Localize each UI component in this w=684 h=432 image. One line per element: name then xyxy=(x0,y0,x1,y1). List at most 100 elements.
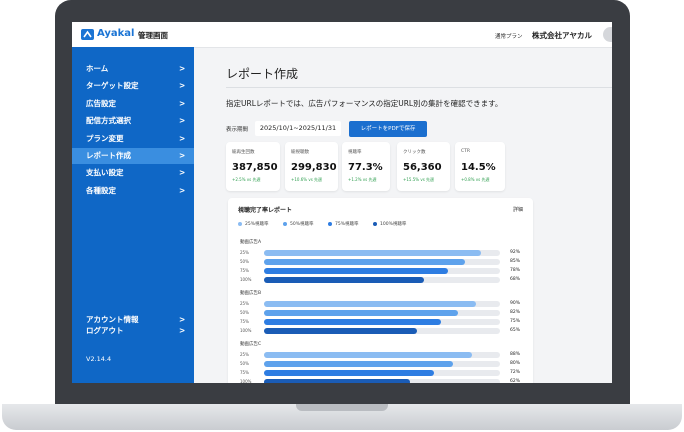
kpi-change: +1.2% vs 先週 xyxy=(348,177,377,182)
kpi-label: クリック数 xyxy=(403,150,426,155)
kpi-card: クリック数 56,360 +15.5% vs 先週 xyxy=(397,142,450,191)
legend-label: 75%視聴率 xyxy=(335,222,359,227)
menu-arrow: > xyxy=(179,64,186,73)
pdf-button[interactable]: レポートをPDFで保存 xyxy=(349,121,427,137)
menu-item[interactable]: プラン変更 > xyxy=(72,131,194,147)
company: 株式会社アヤカル xyxy=(532,31,592,40)
row-label: 75% xyxy=(240,267,249,273)
row-label: 25% xyxy=(240,300,249,306)
kpi-value: 56,360 xyxy=(403,162,442,173)
report-link[interactable]: 詳細 xyxy=(512,207,523,213)
menu-arrow: > xyxy=(179,81,186,91)
menu-arrow: > xyxy=(179,98,186,108)
period-label: 表示期間 xyxy=(226,127,249,133)
group-label: 動画広告A xyxy=(240,240,262,245)
menu-arrow: > xyxy=(179,116,186,126)
kpi-value: 387,850 xyxy=(232,162,278,173)
menu-arrow: > xyxy=(179,315,186,324)
row-label: 50% xyxy=(240,309,249,315)
value-label: 82% xyxy=(510,309,521,315)
menu-label: ターゲット設定 xyxy=(86,81,139,91)
legend-label: 25%視聴率 xyxy=(245,222,269,227)
menu-label: アカウント情報 xyxy=(86,315,139,324)
logo[interactable]: Ayakal xyxy=(97,28,135,39)
divider xyxy=(226,87,612,88)
bar xyxy=(264,361,453,367)
bar xyxy=(264,277,425,283)
menu-arrow: > xyxy=(179,168,186,178)
kpi-change: +15.5% vs 先週 xyxy=(403,177,435,182)
sidebar: V2.14.4 ホーム > ターゲット設定 > 広告設定 > 配信方式選択 > プラン変更 > レポ… xyxy=(72,47,194,383)
legend-swatch xyxy=(283,222,287,226)
description: 指定URLレポートでは、広告パフォーマンスの指定URL別の集計を確認できます。 xyxy=(226,99,503,108)
menu-item[interactable]: ログアウト > xyxy=(72,323,194,339)
row-label: 100% xyxy=(240,327,252,333)
menu-label: レポート作成 xyxy=(86,151,131,160)
menu-item[interactable]: 支払い設定 > xyxy=(72,165,194,181)
kpi-label: 総再生回数 xyxy=(232,150,255,155)
bar xyxy=(264,310,458,316)
kpi-label: 総視聴数 xyxy=(291,150,309,155)
value-label: 78% xyxy=(510,267,521,273)
main: レポート作成 指定URLレポートでは、広告パフォーマンスの指定URL別の集計を確… xyxy=(194,47,612,383)
logo-icon xyxy=(81,29,94,40)
screen: Ayakal 管理画面 通常プラン 株式会社アヤカル V2.14.4 ホーム > タ… xyxy=(72,22,612,383)
report-title: 視聴完了率レポート xyxy=(238,207,293,214)
header: Ayakal 管理画面 通常プラン 株式会社アヤカル xyxy=(72,22,612,48)
legend-label: 100%視聴率 xyxy=(380,222,407,227)
value-label: 62% xyxy=(510,378,521,384)
value-label: 85% xyxy=(510,258,521,264)
plan: 通常プラン xyxy=(495,34,523,40)
row-label: 25% xyxy=(240,249,249,255)
value-label: 65% xyxy=(510,327,521,333)
bar xyxy=(264,259,465,265)
value-label: 72% xyxy=(510,369,521,375)
menu-item[interactable]: ターゲット設定 > xyxy=(72,78,194,94)
bar xyxy=(264,319,441,325)
kpi-card: CTR 14.5% +0.8% vs 先週 xyxy=(455,142,505,191)
kpi-change: +2.5% vs 先週 xyxy=(232,177,261,182)
menu-item[interactable]: 広告設定 > xyxy=(72,96,194,112)
menu-label: 支払い設定 xyxy=(86,168,124,178)
value-label: 80% xyxy=(510,360,521,366)
kpi-label: CTR xyxy=(461,149,471,154)
menu-label: ホーム xyxy=(86,64,109,73)
row-label: 100% xyxy=(240,378,252,384)
value-label: 92% xyxy=(510,249,521,255)
menu-arrow: > xyxy=(179,326,186,335)
group-label: 動画広告B xyxy=(240,291,262,296)
menu-item[interactable]: アカウント情報 > xyxy=(72,312,194,328)
bar xyxy=(264,379,411,383)
menu-label: ログアウト xyxy=(86,326,124,335)
row-label: 75% xyxy=(240,318,249,324)
menu-item[interactable]: ホーム > xyxy=(72,61,194,77)
kpi-card: 視聴率 77.3% +1.2% vs 先週 xyxy=(342,142,390,191)
kpi-card: 総再生回数 387,850 +2.5% vs 先週 xyxy=(226,142,280,191)
kpi-change: +10.6% vs 先週 xyxy=(291,177,323,182)
menu-item[interactable]: レポート作成 > xyxy=(72,148,194,164)
value-label: 88% xyxy=(510,351,521,357)
kpi-card: 総視聴数 299,830 +10.6% vs 先週 xyxy=(285,142,338,191)
legend-label: 50%視聴率 xyxy=(290,222,314,227)
avatar[interactable] xyxy=(603,27,612,42)
bar xyxy=(264,250,482,256)
row-label: 25% xyxy=(240,351,249,357)
menu-label: プラン変更 xyxy=(86,133,124,143)
period[interactable]: 2025/10/1~2025/11/31 xyxy=(255,121,341,136)
menu-item[interactable]: 配信方式選択 > xyxy=(72,113,194,129)
group-label: 動画広告C xyxy=(240,342,262,347)
kpi-change: +0.8% vs 先週 xyxy=(461,177,490,182)
legend-swatch xyxy=(238,222,242,226)
row-label: 75% xyxy=(240,369,249,375)
version: V2.14.4 xyxy=(86,355,112,363)
menu-label: 配信方式選択 xyxy=(86,116,131,126)
kpi-label: 視聴率 xyxy=(348,150,362,155)
bar xyxy=(264,268,449,274)
row-label: 50% xyxy=(240,258,249,264)
bar xyxy=(264,352,472,358)
laptop-notch xyxy=(296,404,388,411)
menu-item[interactable]: 各種設定 > xyxy=(72,183,194,199)
legend-swatch xyxy=(373,222,377,226)
value-label: 90% xyxy=(510,300,521,306)
